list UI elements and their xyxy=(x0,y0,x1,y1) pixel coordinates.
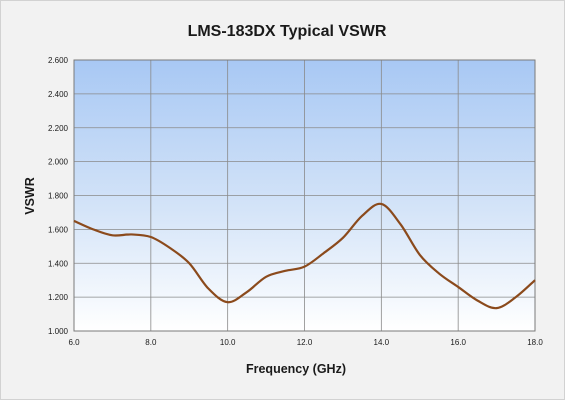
vswr-data-point xyxy=(323,252,325,254)
y-tick-label: 1.600 xyxy=(48,225,69,234)
vswr-data-point xyxy=(246,291,248,293)
x-tick-label: 12.0 xyxy=(297,338,313,347)
chart-title: LMS-183DX Typical VSWR xyxy=(188,23,387,40)
x-tick-label: 6.0 xyxy=(68,338,80,347)
vswr-data-point xyxy=(476,299,478,301)
vswr-data-point xyxy=(73,220,75,222)
vswr-data-point xyxy=(207,288,209,290)
y-axis-label: VSWR xyxy=(23,177,37,215)
vswr-data-point xyxy=(457,286,459,288)
x-tick-label: 14.0 xyxy=(374,338,390,347)
vswr-data-point xyxy=(92,228,94,230)
vswr-data-point xyxy=(495,307,497,309)
vswr-data-point xyxy=(438,272,440,274)
y-tick-label: 1.400 xyxy=(48,259,69,268)
y-tick-labels: 1.000 1.200 1.400 1.600 1.800 2.000 2.200 2.400… xyxy=(48,56,69,336)
x-tick-label: 8.0 xyxy=(145,338,157,347)
vswr-data-point xyxy=(342,237,344,239)
vswr-data-point xyxy=(111,234,113,236)
x-axis-label: Frequency (GHz) xyxy=(246,362,346,376)
y-tick-label: 2.600 xyxy=(48,56,69,65)
vswr-data-point xyxy=(131,233,133,235)
vswr-data-point xyxy=(169,247,171,249)
vswr-data-point xyxy=(150,236,152,238)
vswr-data-point xyxy=(303,266,305,268)
vswr-data-point xyxy=(227,301,229,303)
y-tick-label: 2.000 xyxy=(48,158,69,167)
y-tick-label: 1.000 xyxy=(48,327,69,336)
vswr-data-point xyxy=(361,215,363,217)
series-layer xyxy=(73,202,536,310)
y-tick-label: 1.800 xyxy=(48,192,69,201)
y-tick-label: 2.200 xyxy=(48,124,69,133)
y-tick-label: 2.400 xyxy=(48,90,69,99)
vswr-data-point xyxy=(419,254,421,256)
vswr-data-point xyxy=(515,296,517,298)
vswr-data-point xyxy=(265,276,267,278)
vswr-data-point xyxy=(399,223,401,225)
x-tick-labels: 6.0 8.0 10.0 12.0 14.0 16.0 18.0 xyxy=(68,338,543,347)
y-tick-label: 1.200 xyxy=(48,293,69,302)
vswr-data-point xyxy=(284,270,286,272)
vswr-data-point xyxy=(380,203,382,205)
x-tick-label: 16.0 xyxy=(450,338,466,347)
vswr-data-point xyxy=(188,262,190,264)
plot-frame xyxy=(73,59,536,332)
x-tick-label: 10.0 xyxy=(220,338,236,347)
vswr-series-line xyxy=(73,202,536,310)
x-tick-label: 18.0 xyxy=(527,338,543,347)
vswr-data-point xyxy=(534,279,536,281)
